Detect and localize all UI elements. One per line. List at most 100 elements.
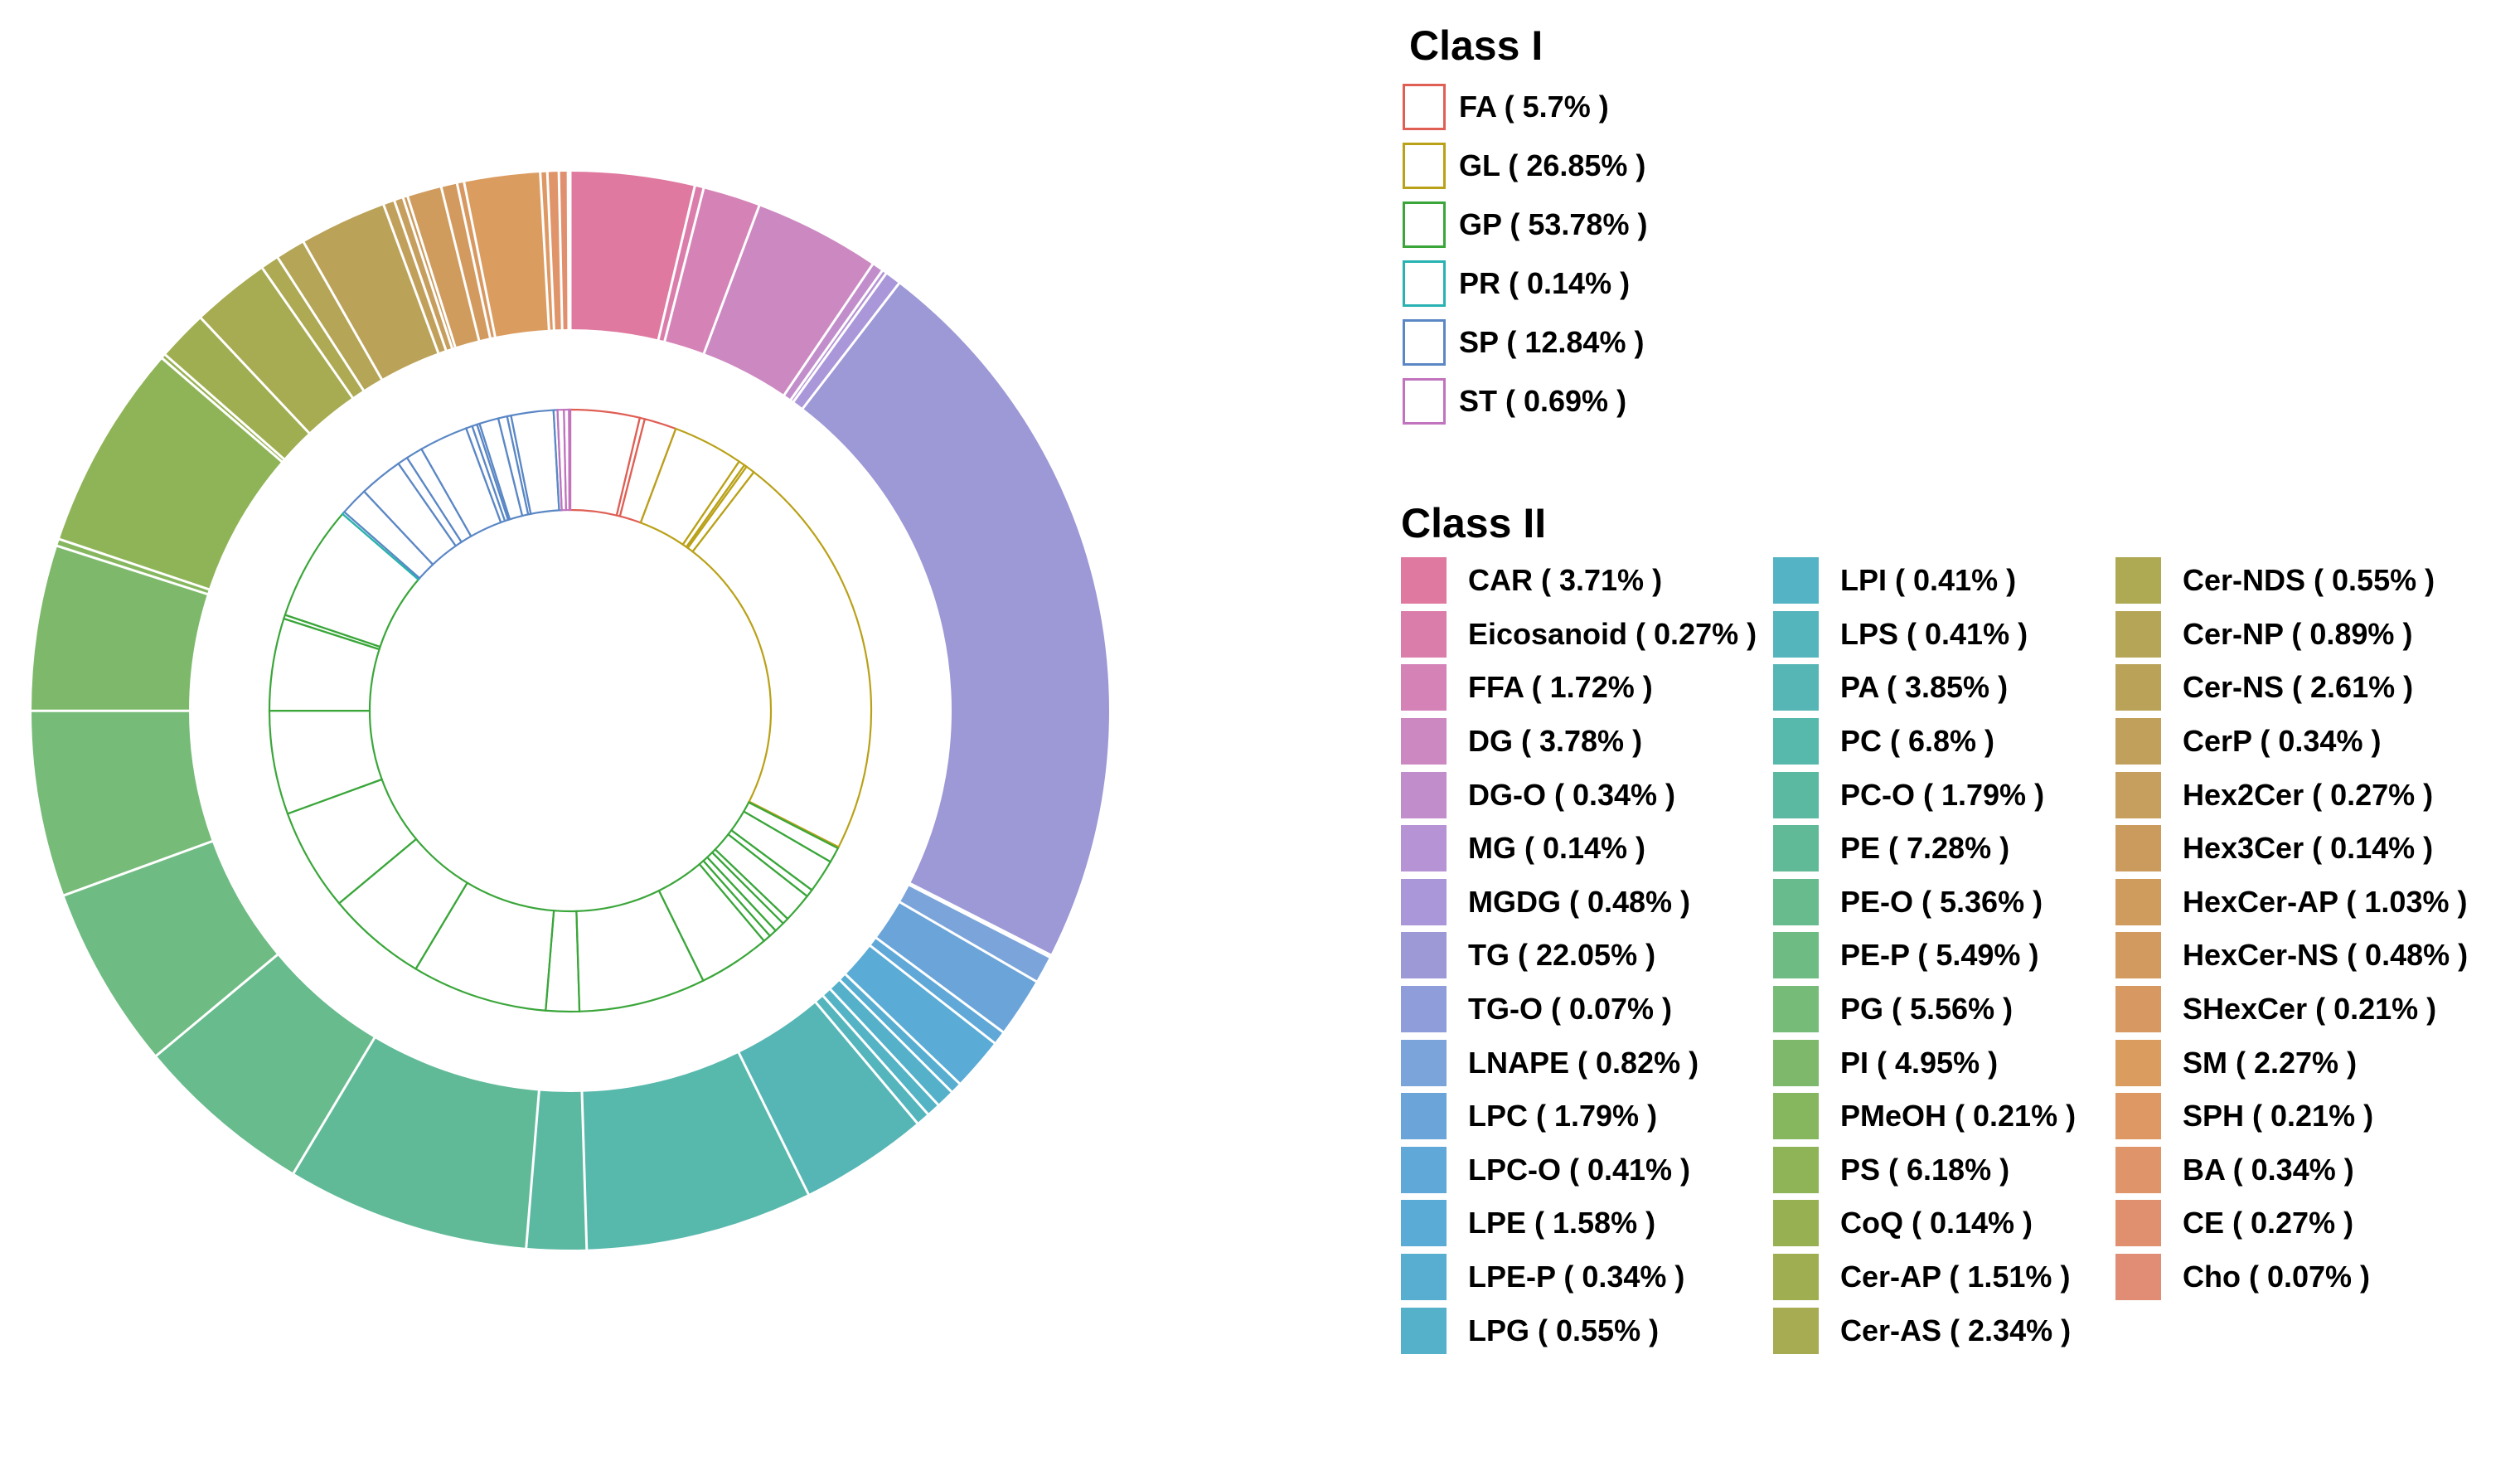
segment-divider: [869, 944, 996, 1045]
segment-PE-P: [64, 841, 278, 1056]
wedge-outline-HexCer-AP: [478, 417, 524, 521]
segment-divider: [789, 269, 884, 401]
legend-swatch: [2115, 1254, 2161, 1301]
legend-label: PC ( 6.8% ): [1840, 724, 1995, 759]
legend-label: PE-P ( 5.49% ): [1840, 938, 2039, 973]
legend-class2-column-3: Cer-NDS ( 0.55% ) Cer-NP ( 0.89% ) Cer-NS …: [2115, 554, 2468, 1304]
legend-item-LPC-O: LPC-O ( 0.41% ): [1401, 1143, 1757, 1197]
segment-CE: [559, 172, 569, 330]
segment-LPG: [830, 980, 952, 1105]
wedge-outline-PE: [414, 881, 555, 1012]
legend-label: FFA ( 1.72% ): [1468, 670, 1653, 705]
legend-label: HexCer-NS ( 0.48% ): [2183, 938, 2469, 973]
segment-divider: [580, 1090, 589, 1250]
legend-item-SPH: SPH ( 0.21% ): [2115, 1090, 2468, 1143]
legend-swatch: [1773, 1200, 1819, 1247]
legend-item-PMeOH: PMeOH ( 0.21% ): [1773, 1090, 2076, 1143]
legend-swatch: [1773, 1039, 1819, 1086]
legend-label: CerP ( 0.34% ): [2183, 724, 2382, 759]
legend-label: MGDG ( 0.48% ): [1468, 884, 1691, 919]
legend-label: PC-O ( 1.79% ): [1840, 777, 2045, 812]
segment-divider: [163, 353, 286, 461]
legend-item-Cer-AS: Cer-AS ( 2.34% ): [1773, 1304, 2076, 1357]
legend-label: CoQ ( 0.14% ): [1840, 1206, 2033, 1240]
legend-item-ST: ST ( 0.69% ): [1403, 371, 1647, 430]
segment-divider: [814, 1001, 919, 1125]
legend-swatch: [2115, 1200, 2161, 1247]
legend-item-Cer-NDS: Cer-NDS ( 0.55% ): [2115, 554, 2468, 608]
legend-label: SP ( 12.84% ): [1459, 324, 1645, 359]
legend-swatch: [1773, 1146, 1819, 1193]
wedge-outline-Cer-NP: [405, 448, 472, 544]
segment-divider: [199, 316, 311, 435]
legend-item-PG: PG ( 5.56% ): [1773, 983, 2076, 1036]
legend-item-SM: SM ( 2.27% ): [2115, 1036, 2468, 1090]
legend-label: SM ( 2.27% ): [2183, 1045, 2358, 1080]
segment-divider: [838, 978, 953, 1094]
legend-class2-title: Class II: [1401, 500, 1547, 546]
segment-divider: [875, 936, 1005, 1034]
legend-swatch: [2115, 664, 2161, 711]
legend-item-LPC: LPC ( 1.79% ): [1401, 1090, 1757, 1143]
segment-divider: [801, 282, 901, 410]
segment-divider: [557, 171, 564, 331]
legend-item-LPE: LPE ( 1.58% ): [1401, 1197, 1757, 1250]
legend-item-FFA: FFA ( 1.72% ): [1401, 661, 1757, 715]
wedge-outline-PC-O: [545, 910, 581, 1013]
wedge-outline-TG: [691, 470, 873, 849]
segment-divider: [382, 203, 440, 354]
segment-PMeOH: [57, 539, 209, 595]
segment-MG: [791, 270, 886, 402]
legend-swatch: [2115, 718, 2161, 765]
segment-divider: [393, 200, 448, 352]
legend-item-Hex2Cer: Hex2Cer ( 0.27% ): [2115, 768, 2468, 822]
segment-PC: [582, 1052, 809, 1250]
legend-swatch-outline: [1403, 83, 1446, 130]
legend-item-LPG: LPG ( 0.55% ): [1401, 1304, 1757, 1357]
segment-divider: [539, 171, 550, 331]
legend-label: PR ( 0.14% ): [1459, 265, 1631, 300]
segment-LPC-O: [870, 938, 1003, 1043]
segment-LPC: [876, 902, 1037, 1032]
legend-swatch: [1773, 878, 1819, 925]
legend-label: LPE-P ( 0.34% ): [1468, 1260, 1685, 1294]
legend-label: PMeOH ( 0.21% ): [1840, 1099, 2077, 1134]
legend-item-Cer-NS: Cer-NS ( 2.61% ): [2115, 661, 2468, 715]
legend-item-DG: DG ( 3.78% ): [1401, 715, 1757, 769]
segment-divider: [401, 197, 454, 350]
segment-LPE-P: [840, 974, 960, 1092]
legend-label: Cer-NS ( 2.61% ): [2183, 670, 2414, 705]
legend-label: LPC ( 1.79% ): [1468, 1099, 1658, 1134]
legend-item-HexCer-NS: HexCer-NS ( 0.48% ): [2115, 929, 2468, 983]
legend-swatch-outline: [1403, 201, 1446, 248]
segment-divider: [829, 988, 940, 1106]
segment-Cer-AS: [201, 268, 353, 434]
segment-Cer-AP: [165, 318, 309, 459]
legend-item-MGDG: MGDG ( 0.48% ): [1401, 876, 1757, 930]
segment-SPH: [540, 172, 555, 330]
legend-item-Eicosanoid: Eicosanoid ( 0.27% ): [1401, 608, 1757, 662]
legend-item-DG-O: DG-O ( 0.34% ): [1401, 768, 1757, 822]
legend-swatch: [1401, 610, 1447, 658]
segment-divider: [463, 181, 497, 338]
segment-PA: [739, 1002, 918, 1195]
segment-LNAPE: [899, 885, 1050, 982]
legend-swatch: [1773, 1307, 1819, 1354]
legend-swatch: [2115, 825, 2161, 872]
wedge-outline-LNAPE: [742, 801, 840, 863]
legend-item-PR: PR ( 0.14% ): [1403, 254, 1647, 313]
wedge-outline-PE-P: [286, 778, 418, 905]
legend-swatch: [1401, 1146, 1447, 1193]
wedge-outline-MGDG: [686, 465, 755, 553]
legend-item-LPS: LPS ( 0.41% ): [1773, 608, 2076, 662]
legend-label: PE ( 7.28% ): [1840, 831, 2010, 866]
wedge-outline-PE-O: [337, 837, 469, 970]
segment-divider: [566, 171, 570, 331]
legend-swatch: [1773, 1093, 1819, 1140]
segment-divider: [439, 186, 481, 342]
legend-label: Hex3Cer ( 0.14% ): [2183, 831, 2434, 866]
legend-swatch-outline: [1403, 260, 1446, 307]
segment-divider: [899, 901, 1038, 983]
segment-divider: [702, 204, 761, 355]
segment-divider: [154, 953, 279, 1057]
